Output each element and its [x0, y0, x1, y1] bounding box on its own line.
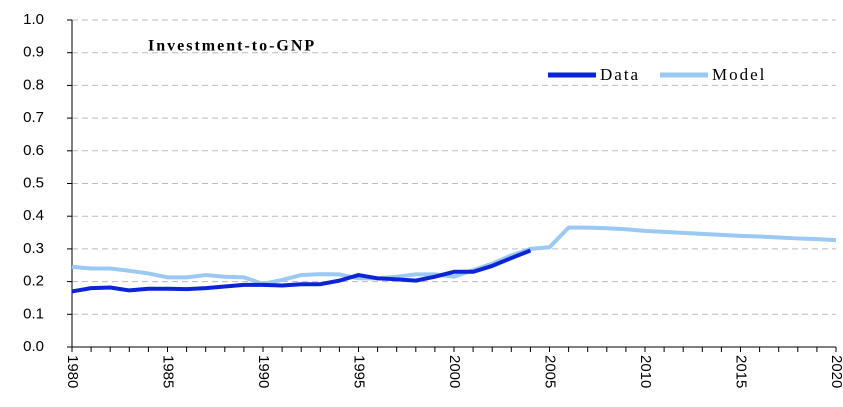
series-line: [71, 248, 532, 294]
y-tick-label: 0.6: [23, 142, 44, 159]
x-tick-label: 2015: [733, 355, 750, 388]
x-tick-label: 2010: [637, 355, 654, 388]
x-tick-label: 1980: [64, 355, 81, 388]
y-tick-label: 0.4: [23, 207, 44, 224]
y-tick-label: 0.5: [23, 174, 44, 191]
x-tick-label: 2005: [542, 355, 559, 388]
y-tick-label: 0.7: [23, 109, 44, 126]
x-tick-label: 1995: [351, 355, 368, 388]
y-tick-label: 0.9: [23, 44, 44, 61]
legend-label: Data: [600, 65, 640, 84]
x-tick-label: 2000: [446, 355, 463, 388]
y-tick-label: 1.0: [23, 11, 44, 28]
series-line: [71, 225, 837, 286]
y-tick-label: 0.8: [23, 76, 44, 93]
y-tick-label: 0.1: [23, 305, 44, 322]
y-tick-label: 0.0: [23, 338, 44, 355]
legend-label: Model: [712, 65, 766, 84]
chart-title: Investment-to-GNP: [148, 38, 316, 55]
x-tick-label: 2020: [828, 355, 843, 388]
y-tick-label: 0.2: [23, 273, 44, 290]
x-tick-label: 1990: [255, 355, 272, 388]
y-tick-label: 0.3: [23, 240, 44, 257]
x-tick-label: 1985: [160, 355, 177, 388]
